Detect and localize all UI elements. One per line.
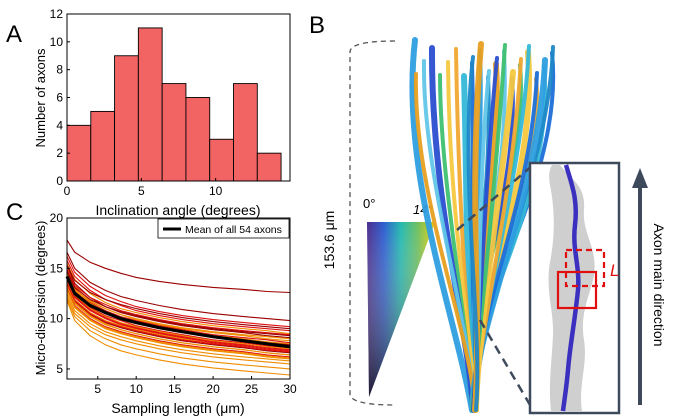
axon-line	[66, 273, 291, 340]
histogram-bar	[137, 27, 163, 182]
x-tick-label: 15	[168, 382, 182, 396]
axon-fiber	[409, 37, 475, 413]
scale-bar-label: 153.6 μm	[321, 211, 337, 270]
axon-line	[66, 280, 291, 352]
axon-line	[66, 284, 291, 354]
axon-line	[66, 285, 291, 356]
panel-label-c: C	[6, 199, 23, 226]
legend-label: Mean of all 54 axons	[185, 224, 282, 236]
histogram-bar	[209, 138, 234, 182]
axon-line	[66, 239, 291, 294]
axon-line	[66, 251, 291, 322]
x-tick-label: 20	[206, 382, 220, 396]
y-tick-label: 12	[50, 7, 64, 21]
dispersion-ticks: 5 10 15 20 25 30 5 10 15 20	[50, 211, 297, 396]
panel-label-b: B	[309, 12, 325, 39]
sampling-window-dashed	[564, 248, 606, 288]
histogram-bar	[90, 110, 116, 182]
dispersion-axes-box	[66, 217, 291, 380]
histogram-bars	[66, 27, 282, 182]
axon-line	[66, 260, 291, 332]
zoom-inset: L	[528, 161, 621, 415]
y-tick-label: 10	[50, 312, 64, 326]
axon-rendering-panel: 153.6 μm 0° 14° L Axon main direction	[321, 37, 667, 415]
mean-line	[65, 275, 291, 349]
histogram-bar	[256, 152, 282, 182]
panel-label-a: A	[6, 21, 22, 48]
axon-line	[66, 278, 291, 350]
y-tick-label: 20	[50, 211, 64, 225]
axon-line	[66, 255, 291, 328]
axon-line	[66, 289, 291, 359]
axon-line	[66, 288, 291, 358]
dispersion-y-label: Micro-dispersion (degrees)	[33, 221, 48, 376]
histogram-bar	[66, 124, 92, 182]
x-tick-label: 5	[94, 382, 101, 396]
y-tick-label: 15	[50, 261, 64, 275]
axon-line	[66, 300, 291, 376]
direction-label: Axon main direction	[651, 224, 667, 347]
x-tick-label: 10	[130, 382, 144, 396]
axon-line	[66, 271, 291, 337]
axon-fiber	[466, 55, 480, 412]
angle-colormap-wedge	[367, 222, 435, 397]
y-tick-label: 8	[56, 63, 63, 77]
angle-min-label: 0°	[363, 196, 375, 211]
x-tick-label: 5	[138, 184, 145, 198]
x-tick-label: 30	[283, 382, 297, 396]
axon-line	[66, 279, 291, 351]
y-tick-label: 5	[56, 362, 63, 376]
axon-bundle	[409, 37, 556, 413]
histogram-bar	[233, 83, 258, 182]
legend-box	[157, 218, 290, 239]
scale-bracket	[349, 40, 396, 406]
direction-arrow	[632, 168, 648, 405]
y-tick-label: 2	[56, 146, 63, 160]
histogram-x-label: Inclination angle (degrees)	[96, 202, 261, 218]
axon-line	[66, 296, 291, 365]
zoom-connector-bottom	[478, 319, 535, 411]
axon-centerline	[560, 164, 581, 412]
histogram-bar	[114, 55, 139, 182]
axon-line	[66, 265, 291, 330]
y-tick-label: 6	[56, 91, 63, 105]
histogram-bar	[161, 83, 187, 182]
y-tick-label: 10	[50, 35, 64, 49]
histogram-bar	[185, 97, 211, 182]
axon-line	[66, 293, 291, 362]
axon-membrane	[548, 165, 595, 411]
x-tick-label: 10	[209, 184, 223, 198]
zoom-connector-top	[456, 164, 534, 231]
y-tick-label: 0	[56, 174, 63, 188]
x-tick-label: 25	[245, 382, 259, 396]
dispersion-lines	[65, 239, 291, 376]
axon-fiber	[413, 72, 477, 412]
axon-line	[66, 298, 291, 370]
axon-line	[66, 283, 291, 353]
histogram-y-label: Number of axons	[33, 48, 48, 147]
sampling-window-solid	[556, 270, 598, 310]
x-tick-label: 0	[64, 184, 71, 198]
axon-line	[66, 290, 291, 360]
histogram-panel: 0 5 10 0 2 4 6 8 10 12 Inclination angle (degrees…	[33, 7, 291, 218]
legend: Mean of all 54 axons	[157, 218, 290, 239]
sampling-length-label: L	[610, 261, 619, 280]
y-tick-label: 4	[56, 118, 63, 132]
axon-line	[66, 269, 291, 336]
dispersion-x-label: Sampling length (μm)	[111, 400, 244, 416]
histogram-ticks: 0 5 10 0 2 4 6 8 10 12	[50, 7, 223, 198]
